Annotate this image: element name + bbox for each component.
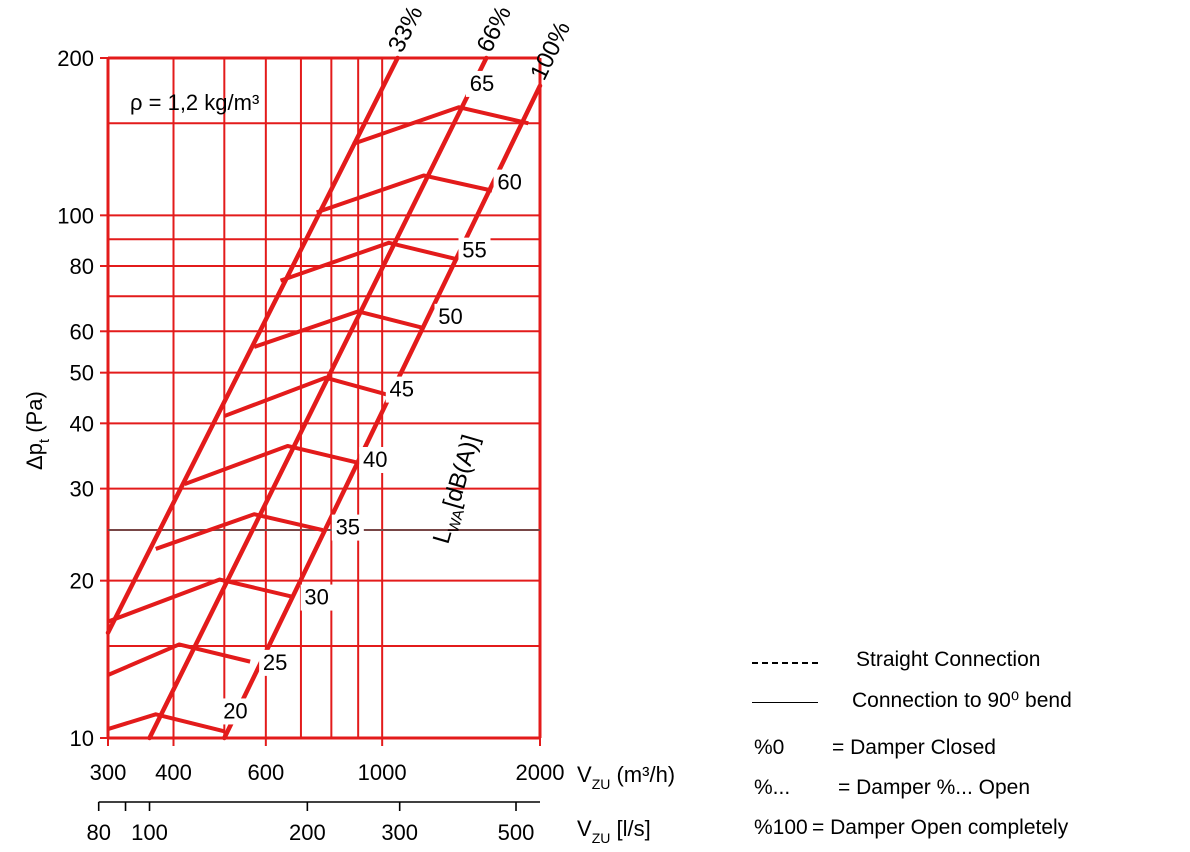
x2-tick-label: 80: [86, 820, 110, 845]
sound-level-label: 55: [462, 238, 486, 263]
y-tick-label: 60: [70, 319, 94, 344]
sound-level-label: 25: [263, 650, 287, 675]
y-axis-label: Δpt (Pa): [22, 391, 53, 470]
sound-level-line: [279, 240, 458, 283]
sound-level-label-bg: [465, 70, 498, 97]
sound-level-line: [107, 577, 295, 624]
sound-level-label-bg: [300, 584, 333, 611]
solid-line-swatch: [752, 702, 818, 703]
sound-level-line: [315, 173, 493, 215]
x2-axis-label: VZU [l/s]: [577, 816, 651, 846]
x-tick-label: 400: [155, 760, 192, 785]
sound-level-curves: [107, 105, 529, 734]
x-axis-label: VZU (m³/h): [577, 762, 675, 792]
legend-text: Straight Connection: [856, 648, 1041, 671]
sound-level-label-bg: [359, 446, 392, 473]
sound-level-label-bg: [458, 237, 491, 264]
legend-symbol: %...: [754, 776, 791, 799]
sound-level-line: [107, 712, 225, 734]
sound-level-line: [183, 443, 357, 487]
sound-level-label-bg: [219, 698, 252, 725]
y-tick-label: 20: [70, 569, 94, 594]
sound-level-label: 50: [438, 304, 462, 329]
y-tick-label: 10: [70, 726, 94, 751]
y-tick-label: 200: [57, 46, 94, 71]
sound-level-line: [253, 309, 423, 349]
damper-curve-label: 66%: [472, 2, 518, 57]
legend-symbol: %100: [754, 816, 808, 839]
damper-curves: [105, 55, 543, 741]
y-tick-label: 40: [70, 411, 94, 436]
y-tick-label: 30: [70, 477, 94, 502]
dashed-line-swatch: [752, 662, 818, 664]
damper-curve-label: 100%: [525, 17, 576, 84]
sound-level-label: 35: [336, 515, 360, 540]
sound-level-label: 40: [363, 447, 387, 472]
sound-level-label: 65: [470, 71, 494, 96]
damper-curve-label: 33%: [383, 2, 429, 57]
sound-level-label-bg: [434, 303, 467, 330]
damper-curve: [147, 55, 489, 741]
sound-level-label-bg: [385, 376, 418, 403]
sound-level-label-bg: [331, 514, 364, 541]
sound-level-label: 60: [497, 170, 521, 195]
y-tick-label: 50: [70, 361, 94, 386]
damper-curve: [105, 55, 400, 635]
x2-tick-label: 200: [289, 820, 326, 845]
sound-level-label-bg: [259, 649, 292, 676]
x2-tick-label: 300: [381, 820, 418, 845]
sound-level-label-bg: [493, 169, 526, 196]
chart-labels: 10 20 30 40 50 60 80 100 200 300 400 600 1000 2000 80 1…: [22, 2, 675, 846]
y-tick-label: 100: [57, 203, 94, 228]
x2-tick-label: 500: [498, 820, 535, 845]
sound-level-line: [223, 375, 390, 418]
legend-symbol: %0: [754, 736, 785, 759]
y-tick-label: 80: [70, 254, 94, 279]
gridlines: [97, 56, 542, 811]
sound-level-label: 30: [304, 585, 328, 610]
sound-level-label: 45: [390, 377, 414, 402]
sound-level-line: [352, 105, 529, 146]
x2-tick-label: 100: [131, 820, 168, 845]
x-tick-label: 1000: [358, 760, 407, 785]
sound-level-label: 20: [223, 698, 247, 723]
sound-level-line: [155, 512, 324, 551]
x-tick-label: 300: [90, 760, 127, 785]
x-tick-label: 2000: [516, 760, 565, 785]
sound-power-label: LWA[dB(A)]: [428, 432, 489, 548]
legend-text: = Damper Closed: [832, 736, 996, 759]
legend-text: Connection to 90⁰ bend: [852, 689, 1072, 712]
x-tick-label: 600: [247, 760, 284, 785]
legend-text: = Damper %... Open: [838, 776, 1031, 799]
density-note: ρ = 1,2 kg/m³: [130, 90, 259, 115]
sound-level-line: [107, 642, 251, 677]
legend-text: = Damper Open completely: [812, 816, 1069, 839]
damper-curve: [222, 83, 543, 741]
